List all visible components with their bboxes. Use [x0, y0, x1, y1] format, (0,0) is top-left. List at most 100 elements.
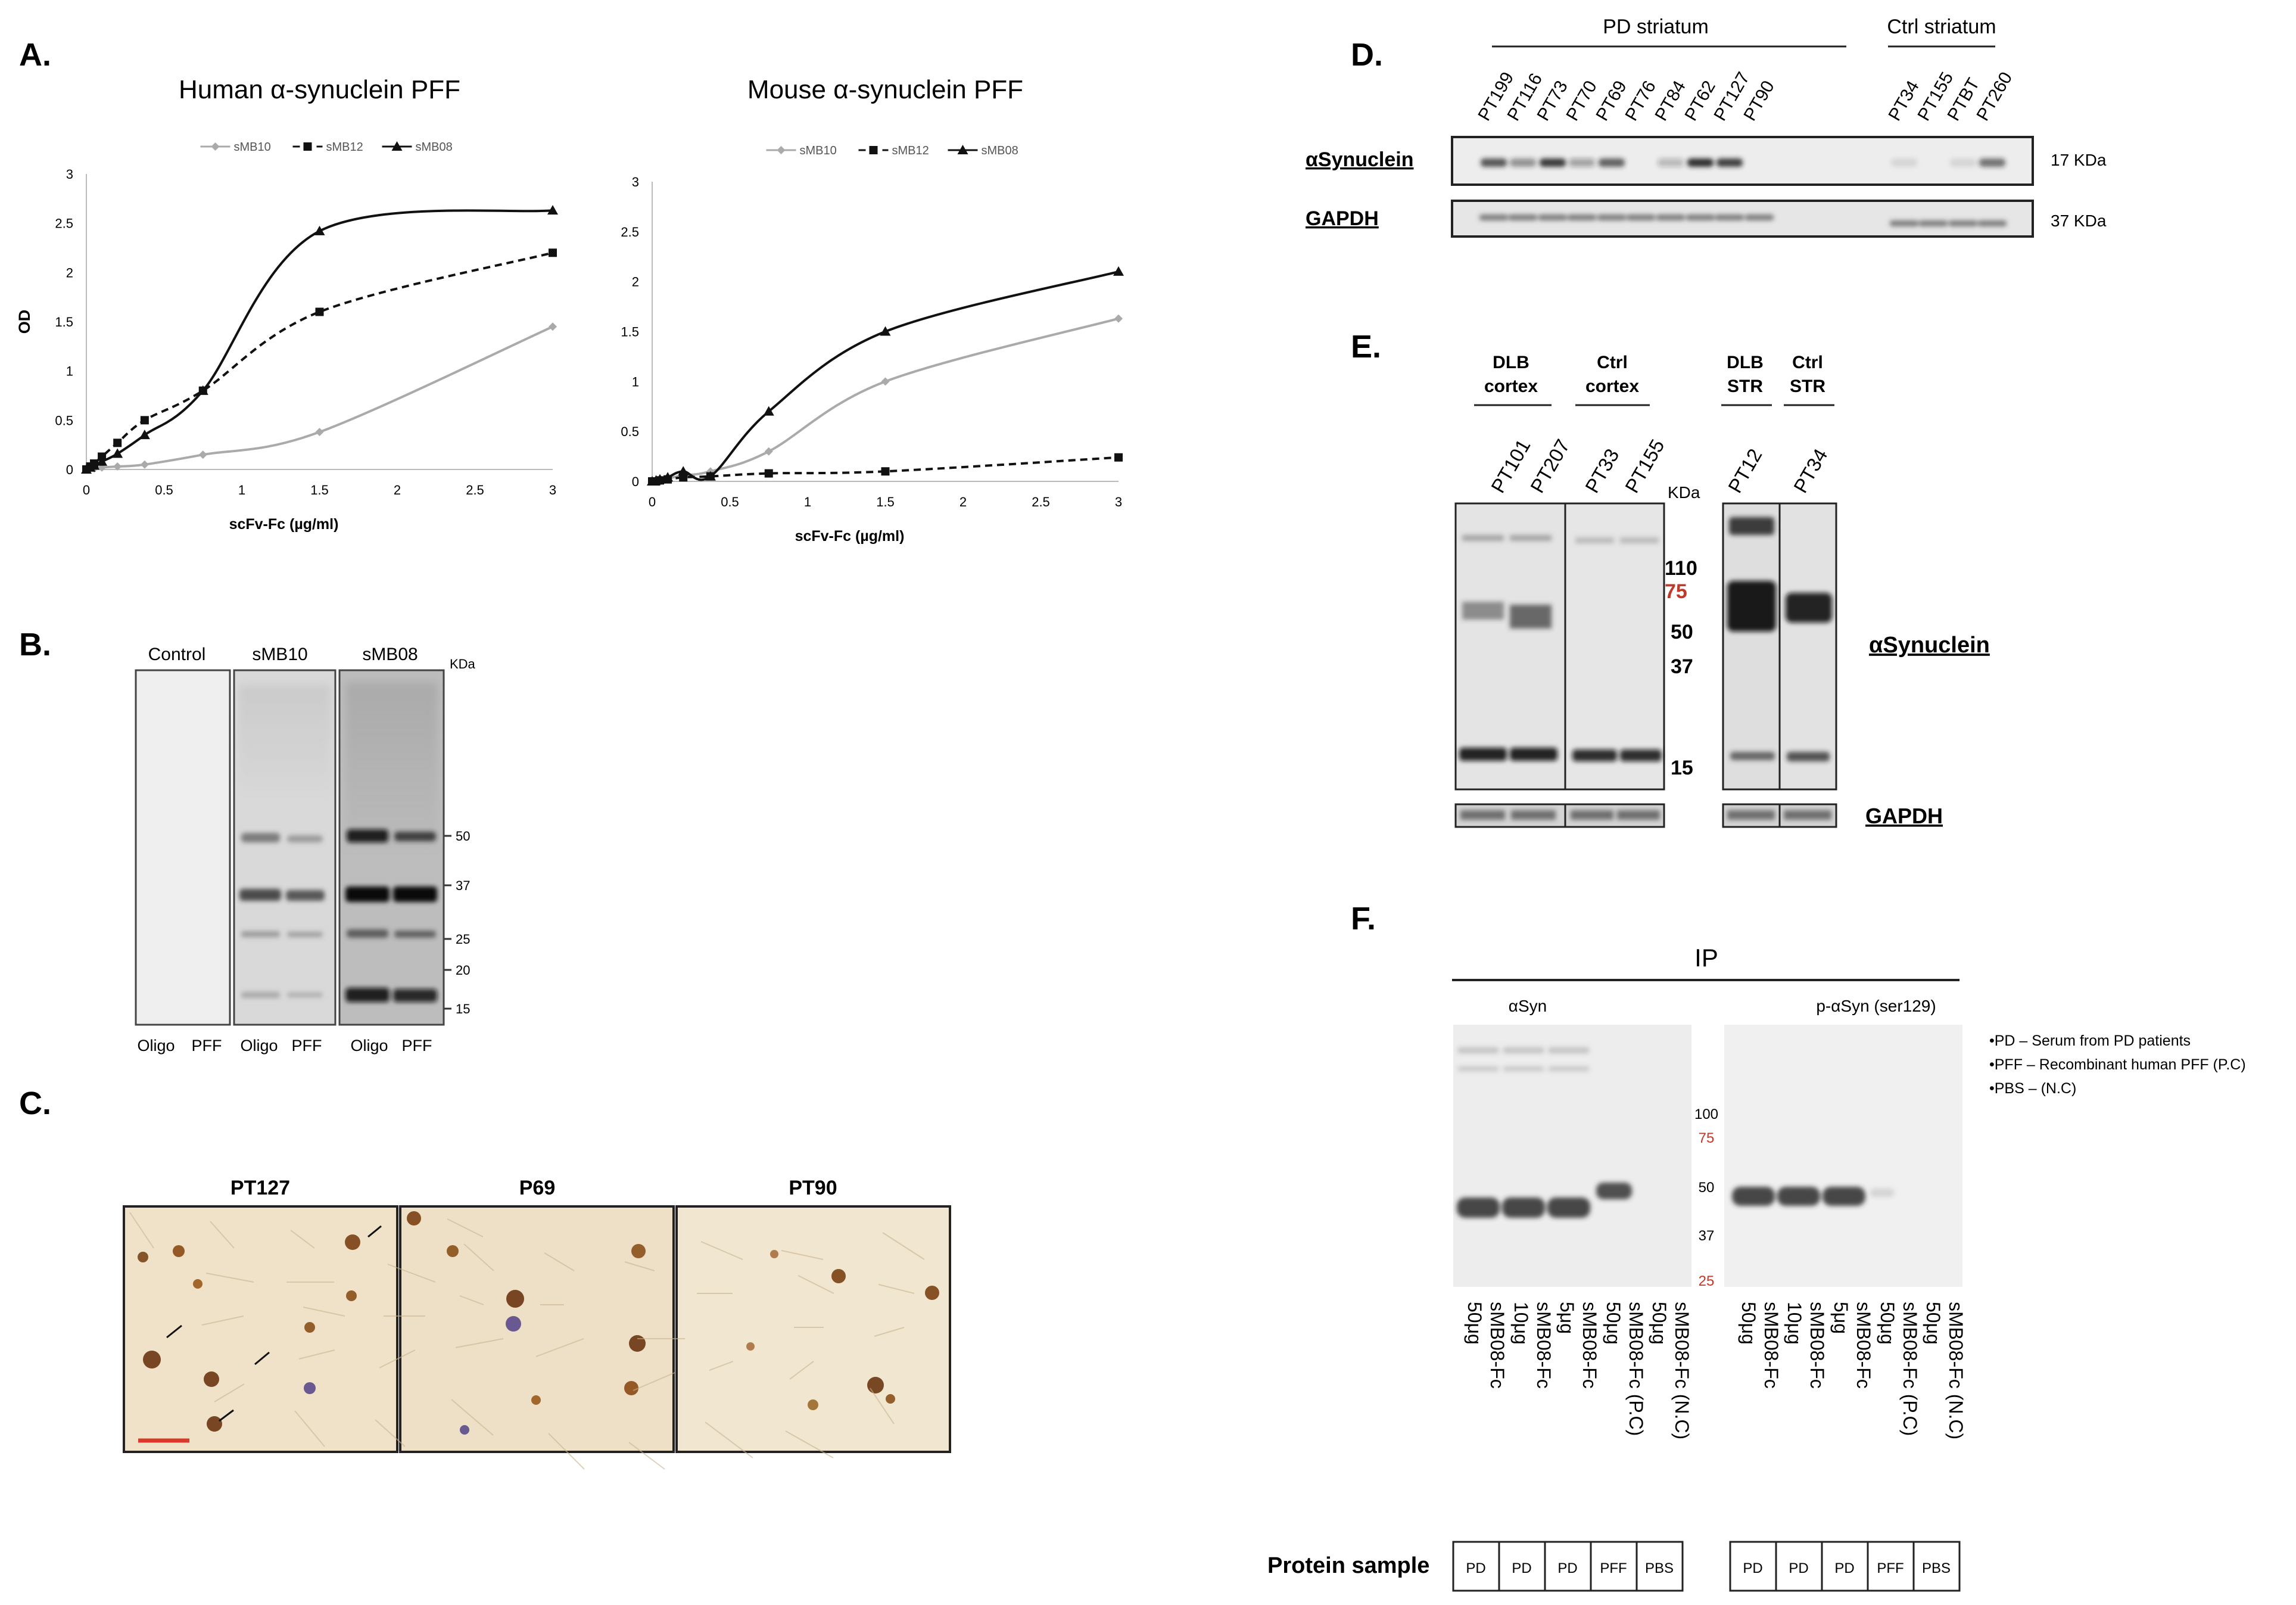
sample-box-label-pd: PD [1466, 1560, 1485, 1576]
data-point [113, 438, 122, 447]
fiber [201, 1315, 244, 1326]
group-ctrl-cortex: Ctrl [1597, 353, 1628, 372]
fiber [548, 1433, 585, 1470]
y-tick-label: 0.5 [55, 413, 73, 428]
gapdh-band [1479, 214, 1508, 220]
group-ctrl-cortex: cortex [1585, 377, 1639, 396]
x-tick-label: 1 [238, 483, 245, 497]
sample-labels: PT101 PT207 PT33 PT155 PT12 PT34 [1487, 436, 1831, 497]
asyn-band [1481, 158, 1507, 167]
stained-cell [207, 1416, 222, 1432]
asyn-band [1979, 158, 2005, 167]
band [1457, 1197, 1500, 1218]
image-pt90-title: PT90 [789, 1177, 837, 1199]
data-point [764, 447, 773, 456]
lane-antibody: sMB08-Fc [1579, 1302, 1600, 1389]
x-tick-label: 0 [649, 494, 656, 509]
fiber [303, 1307, 345, 1317]
group-dlb-str: DLB [1727, 353, 1764, 372]
stained-cell [831, 1269, 846, 1283]
x-tick-label: 2.5 [466, 483, 484, 497]
legend-pd: •PD – Serum from PD patients [1989, 1032, 2191, 1049]
data-point [880, 326, 891, 336]
protein-sample-boxes: PD PD PD PFF PBS PD PD PD PFF PBS [1452, 1541, 1961, 1592]
stained-cell [460, 1425, 469, 1435]
x-tick-label: 0.5 [155, 483, 173, 497]
group-dlb-str: STR [1727, 377, 1763, 396]
band [345, 988, 390, 1002]
marker-50: 50 [1699, 1180, 1715, 1196]
band [241, 931, 280, 937]
blot-control [135, 669, 231, 1026]
smear [345, 682, 438, 849]
x-tick-label: 1 [804, 494, 811, 509]
lane-antibody: sMB08-Fc [1806, 1302, 1828, 1389]
group-smb08-label: sMB08 [362, 645, 418, 664]
arrows [166, 1225, 382, 1422]
panel-b: B. Control sMB10 sMB08 KDa [19, 627, 476, 1055]
blot-ctrl-cortex [1564, 502, 1665, 791]
fiber [789, 1361, 814, 1380]
sample-label-pt70: PT70 [1562, 77, 1600, 125]
legend-label: sMB12 [326, 141, 363, 154]
lane-antibody: sMB08-Fc (N.C) [1945, 1302, 1967, 1439]
sample-box [1867, 1541, 1915, 1592]
data-point [549, 322, 557, 331]
y-tick-label: 0.5 [621, 424, 639, 439]
data-point [315, 428, 324, 437]
stained-cell [531, 1395, 541, 1405]
sample-label-pt69: PT69 [1592, 77, 1630, 125]
gapdh-band [1568, 214, 1596, 220]
gapdh-band [1890, 220, 1918, 226]
marker-labels: 110 75 50 37 15 [1665, 557, 1697, 779]
kda-label: KDa [1668, 483, 1700, 502]
sample-box-label-pd: PD [1512, 1560, 1531, 1576]
band [1502, 1197, 1545, 1218]
fiber [459, 1295, 484, 1305]
lane-amount: 50μg [1603, 1302, 1624, 1345]
gapdh-band [1949, 220, 1977, 226]
band [1547, 1197, 1590, 1218]
lane-antibody: sMB08-Fc [1853, 1302, 1874, 1389]
stained-cell [204, 1371, 219, 1387]
fiber [455, 1338, 504, 1348]
lane-amount: 10μg [1510, 1302, 1532, 1345]
asyn-band [1540, 158, 1566, 167]
group-smb10-label: sMB10 [252, 645, 307, 664]
lane-antibody: sMB08-Fc [1487, 1302, 1508, 1389]
band [1510, 605, 1552, 629]
band [1503, 1047, 1544, 1053]
marker-75: 75 [1699, 1130, 1715, 1146]
marker-75: 75 [1665, 580, 1687, 603]
sample-pt12: PT12 [1724, 445, 1766, 497]
data-point [881, 467, 890, 476]
bands [1459, 517, 1832, 761]
arrow [254, 1351, 270, 1366]
data-point [763, 406, 774, 416]
fiber [797, 1275, 834, 1294]
sample-box-label-pbs: PBS [1645, 1560, 1674, 1576]
protein-sample-label: Protein sample [1267, 1553, 1429, 1578]
data-point [391, 141, 403, 151]
stained-cell [173, 1245, 185, 1257]
stained-cell [629, 1335, 646, 1352]
band [394, 832, 436, 841]
data-point [113, 462, 122, 471]
data-point [1114, 314, 1123, 323]
series-line-sMB12 [85, 251, 553, 471]
group-dlb-cortex: DLB [1493, 353, 1529, 372]
stained-cell [346, 1290, 357, 1301]
stained-cell [143, 1351, 161, 1368]
gapdh-band [1627, 214, 1655, 220]
lane-amount: 50μg [1649, 1302, 1670, 1345]
data-point [678, 466, 689, 476]
lane-antibody: sMB08-Fc (P.C) [1899, 1302, 1921, 1436]
asyn-band [1658, 158, 1684, 167]
stained-cell [447, 1245, 459, 1257]
arrow [166, 1324, 182, 1339]
band [1572, 749, 1617, 761]
lane-amount: 50μg [1923, 1302, 1944, 1345]
band [393, 887, 437, 902]
band [394, 931, 436, 938]
band [1462, 535, 1504, 541]
